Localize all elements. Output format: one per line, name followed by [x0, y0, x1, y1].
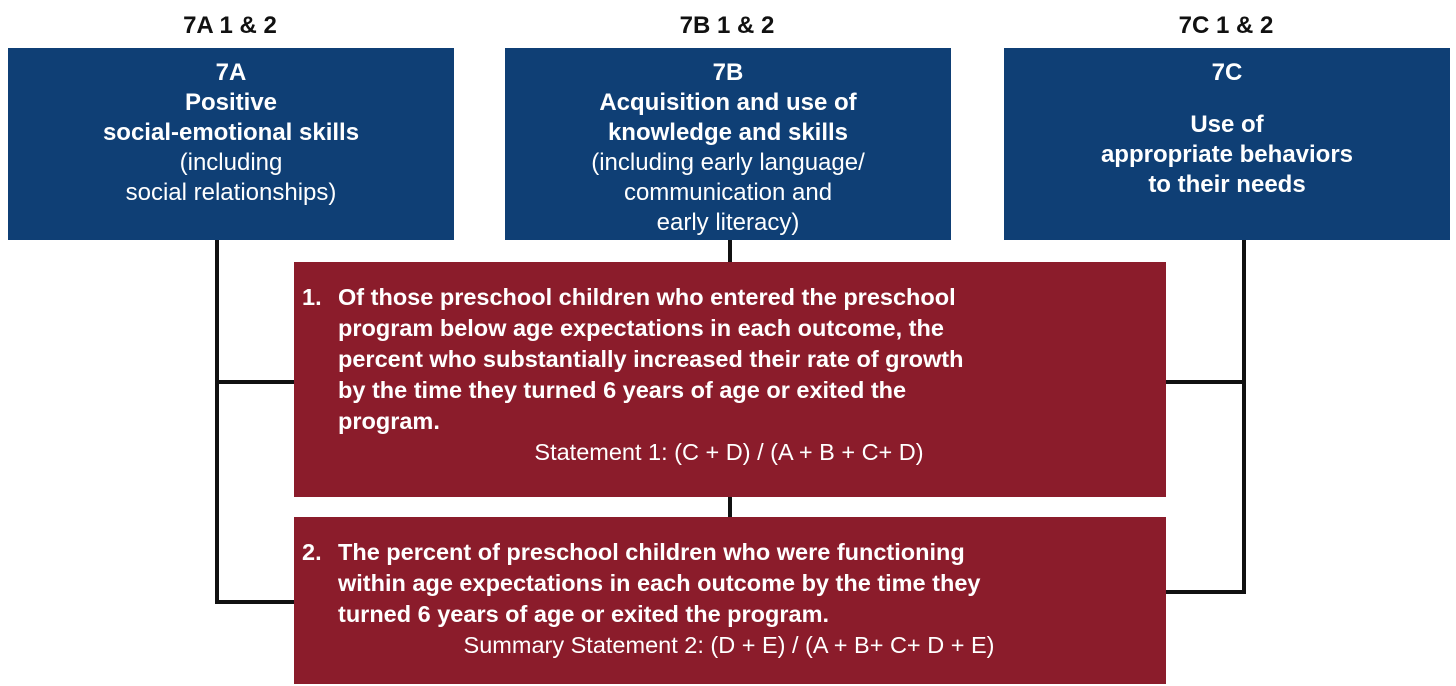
outcome-id: 7C — [1211, 59, 1243, 86]
outcome-description: communication and — [623, 179, 833, 206]
outcome-id: 7B — [712, 59, 744, 86]
column-label: 7A 1 & 2 — [183, 12, 277, 39]
statement-formula: Statement 1: (C + D) / (A + B + C+ D) — [534, 439, 924, 465]
statement-number: 1. — [302, 284, 322, 310]
statement-line: program below age expectations in each o… — [338, 315, 944, 341]
column-label: 7B 1 & 2 — [679, 12, 775, 39]
statement: 1. Of those preschool children who entere… — [302, 282, 1156, 437]
outcome-title: Positive — [184, 89, 278, 116]
outcome-title: Use of — [1190, 111, 1264, 138]
statement-line: program. — [338, 408, 440, 434]
outcome-box: 7C Use of appropriate behaviors to their ne… — [1004, 48, 1450, 240]
outcome-box: 7B Acquisition and use of knowledge and sk… — [505, 48, 951, 240]
outcome-title: social-emotional skills — [102, 119, 360, 146]
statement-line: by the time they turned 6 years of age o… — [338, 377, 907, 403]
outcome-description: (including — [179, 149, 283, 176]
statement-text: Of those preschool children who entered … — [338, 282, 964, 437]
outcome-title: appropriate behaviors — [1100, 141, 1354, 168]
statement-line: turned 6 years of age or exited the prog… — [338, 601, 830, 627]
statement-line: The percent of preschool children who we… — [338, 539, 965, 565]
outcome-title: to their needs — [1148, 171, 1306, 198]
outcome-box: 7A Positive social-emotional skills (includ… — [8, 48, 454, 240]
outcome-description: social relationships) — [125, 179, 337, 206]
statement-line: within age expectations in each outcome … — [338, 570, 981, 596]
statement-number: 2. — [302, 539, 322, 565]
statement-text: The percent of preschool children who we… — [338, 537, 980, 630]
statement-line: percent who substantially increased thei… — [338, 346, 964, 372]
statement-line: Of those preschool children who entered … — [338, 284, 956, 310]
outcome-description: early literacy) — [656, 209, 800, 236]
statement: 2. The percent of preschool children who … — [302, 537, 1156, 630]
statement-box: 2. The percent of preschool children who … — [294, 517, 1166, 684]
outcome-description: (including early language/ — [591, 149, 865, 176]
outcome-title: knowledge and skills — [607, 119, 849, 146]
column-label: 7C 1 & 2 — [1178, 12, 1274, 39]
statement-formula: Summary Statement 2: (D + E) / (A + B+ C… — [463, 632, 995, 658]
outcome-title: Acquisition and use of — [599, 89, 857, 116]
outcome-id: 7A — [215, 59, 247, 86]
statement-box: 1. Of those preschool children who entere… — [294, 262, 1166, 497]
